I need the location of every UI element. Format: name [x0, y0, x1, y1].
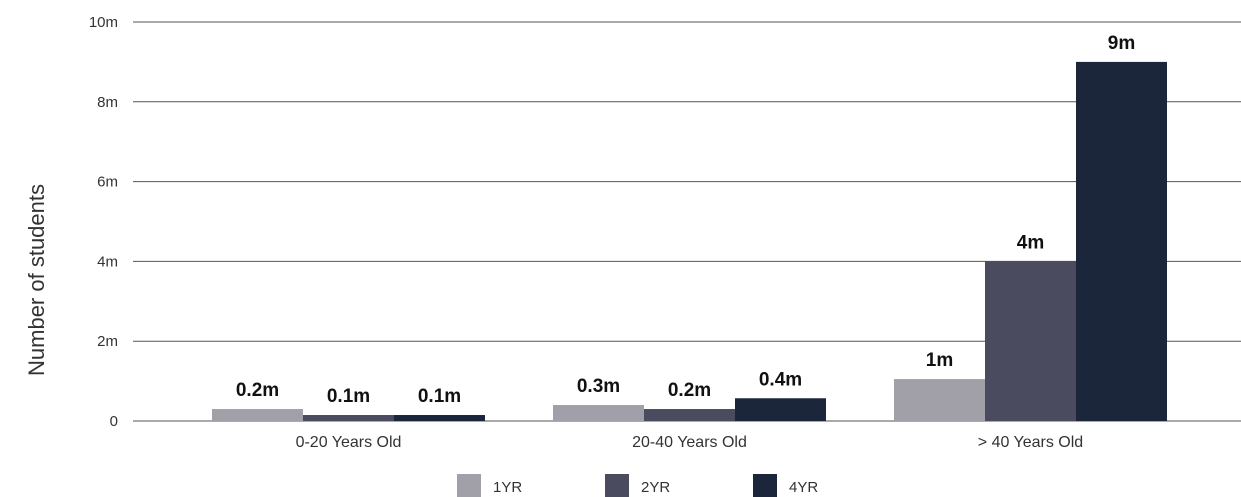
data-label: 0.1m [327, 386, 370, 407]
data-label: 0.3m [577, 376, 620, 397]
data-label: 1m [926, 350, 953, 371]
legend-swatch [457, 474, 481, 497]
data-labels: 0.2m 0.1m 0.1m 0.3m 0.2m 0.4m 1m 4m 9m [236, 33, 1135, 407]
bar [985, 261, 1076, 421]
bar [644, 409, 735, 421]
y-tick-label: 2m [97, 333, 118, 350]
bar [735, 398, 826, 421]
legend: 1YR 2YR 4YR [457, 474, 818, 497]
legend-label: 4YR [789, 479, 818, 496]
legend-swatch [605, 474, 629, 497]
y-tick-label: 10m [89, 14, 118, 31]
data-label: 0.1m [418, 386, 461, 407]
y-axis-ticks: 0 2m 4m 6m 8m 10m [89, 14, 118, 430]
y-tick-label: 0 [110, 413, 118, 430]
legend-swatch [753, 474, 777, 497]
y-tick-label: 4m [97, 253, 118, 270]
bars [212, 61, 1167, 422]
bar [894, 379, 985, 421]
data-label: 9m [1108, 33, 1135, 54]
data-label: 0.4m [759, 369, 802, 390]
legend-label: 2YR [641, 479, 670, 496]
legend-label: 1YR [493, 479, 522, 496]
x-category-label: > 40 Years Old [978, 434, 1083, 451]
bar [212, 409, 303, 421]
y-tick-label: 8m [97, 94, 118, 111]
x-axis-categories: 0-20 Years Old 20-40 Years Old > 40 Years … [296, 434, 1084, 451]
bar [394, 415, 485, 421]
data-label: 0.2m [668, 380, 711, 401]
x-category-label: 20-40 Years Old [632, 434, 747, 451]
y-tick-label: 6m [97, 174, 118, 191]
bar [553, 405, 644, 421]
bar [1076, 61, 1167, 422]
x-category-label: 0-20 Years Old [296, 434, 402, 451]
y-axis-title: Number of students [24, 184, 49, 376]
bar [303, 415, 394, 421]
data-label: 4m [1017, 232, 1044, 253]
data-label: 0.2m [236, 380, 279, 401]
